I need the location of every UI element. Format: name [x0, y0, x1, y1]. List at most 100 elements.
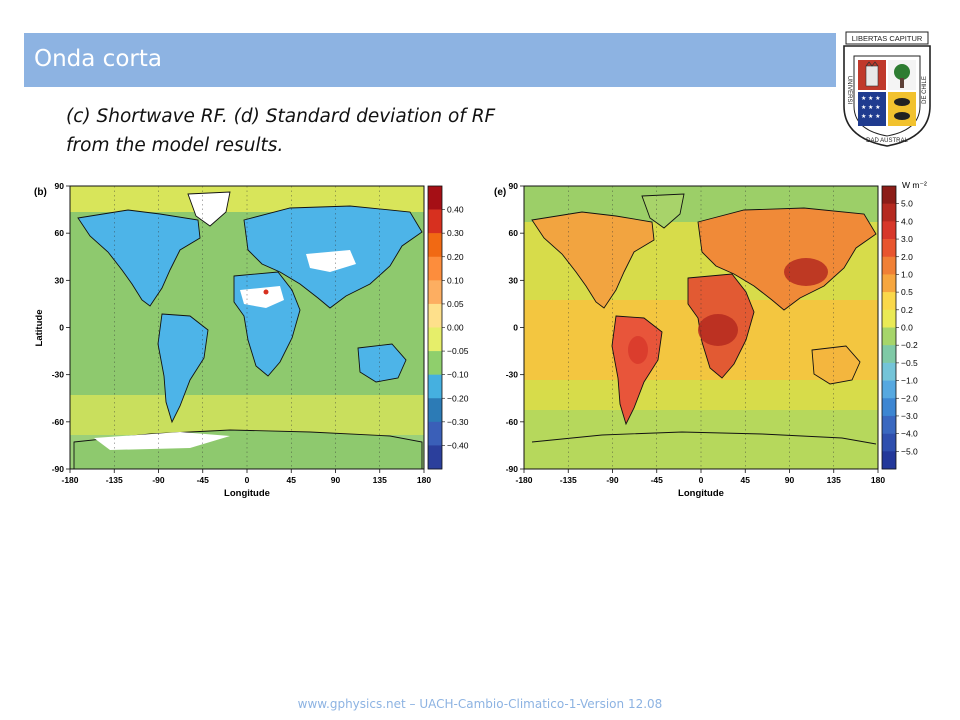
x-tick-label: -45	[197, 475, 210, 485]
colorbar-label: −1.0	[901, 376, 918, 386]
colorbar: 0.40 0.30 0.20 0.10 0.05 0.00 −0.05 −0.10 −0.20 −…	[427, 185, 469, 470]
colorbar-label: 5.0	[901, 199, 913, 209]
colorbar-swatch	[428, 256, 442, 281]
colorbar-label: 0.40	[447, 205, 464, 215]
y-tick-label: -60	[506, 417, 519, 427]
colorbar-label: 2.0	[901, 252, 913, 262]
colorbar-swatch	[882, 221, 896, 240]
south-america-hotspot	[628, 336, 648, 364]
x-ticks: -180 -135 -90 -45 0 45 90 135 180	[515, 186, 885, 485]
logo-ring-text-right: DE CHILE	[922, 76, 928, 104]
y-tick-label: 0	[59, 323, 64, 333]
europe-asia	[697, 207, 877, 311]
south-america	[157, 313, 209, 424]
southern-ocean-band	[70, 395, 424, 435]
colorbar: 5.0 4.0 3.0 2.0 1.0 0.5 0.2 0.0 −0.2 −0.5 −1.0 −2.0…	[881, 185, 918, 470]
y-tick-label: 60	[55, 228, 65, 238]
colorbar-swatch	[882, 345, 896, 364]
colorbar-swatch	[882, 380, 896, 399]
y-tick-label: -30	[506, 370, 519, 380]
map-panel-b: (b) -180 -135 -90 -45 0 45 90 135 180 90 60 30 0 -30…	[34, 181, 469, 498]
university-shield-icon: ★ ★ ★ ★ ★ ★ ★ ★ ★	[843, 45, 931, 147]
y-tick-label: 30	[55, 275, 65, 285]
x-tick-label: 45	[287, 475, 297, 485]
colorbar-swatch	[428, 280, 442, 305]
x-tick-label: 90	[785, 475, 795, 485]
greenland	[187, 191, 231, 227]
y-ticks: 90 60 30 0 -30 -60 -90	[52, 181, 70, 474]
y-tick-label: 90	[509, 181, 519, 191]
colorbar-label: −3.0	[901, 411, 918, 421]
svg-text:★ ★ ★: ★ ★ ★	[861, 113, 880, 120]
greenland	[641, 193, 685, 229]
colorbar-swatch	[882, 451, 896, 470]
colorbar-label: −0.20	[447, 393, 469, 403]
university-logo: ★ ★ ★ ★ ★ ★ ★ ★ ★ LIBERTAS CAPITUR UNIVE…	[843, 31, 931, 147]
colorbar-swatch	[428, 186, 442, 210]
x-tick-label: -180	[515, 475, 532, 485]
africa-hotspot	[698, 314, 738, 346]
logo-banner-text: LIBERTAS CAPITUR	[852, 34, 923, 43]
antarctic-white	[94, 432, 230, 450]
x-tick-label: 90	[331, 475, 341, 485]
australia	[357, 343, 407, 383]
colorbar-swatch	[882, 256, 896, 275]
x-tick-label: -90	[152, 475, 165, 485]
asia-white	[306, 250, 356, 272]
colorbar-swatch	[882, 239, 896, 258]
colorbar-label: −0.10	[447, 370, 469, 380]
colorbar-swatch	[428, 374, 442, 399]
colorbar-label: −5.0	[901, 446, 918, 456]
colorbar-label: 3.0	[901, 234, 913, 244]
colorbar-swatch	[882, 292, 896, 311]
colorbar-label: 0.2	[901, 305, 913, 315]
colorbar-swatch	[882, 203, 896, 222]
colorbar-swatch	[882, 309, 896, 328]
caption-line-2: from the model results.	[66, 135, 284, 156]
antarctica-coast	[531, 431, 877, 445]
colorbar-label: 0.0	[901, 323, 913, 333]
y-tick-label: -90	[506, 464, 519, 474]
x-tick-label: -90	[606, 475, 619, 485]
x-tick-label: 45	[741, 475, 751, 485]
y-tick-label: 0	[513, 323, 518, 333]
map-field	[524, 186, 878, 469]
sahara-white	[240, 286, 284, 308]
title-bar: Onda corta	[24, 33, 836, 87]
north-america	[531, 211, 655, 309]
panel-label: (e)	[494, 187, 506, 198]
slide-title: Onda corta	[34, 46, 162, 72]
x-tick-label: 180	[871, 475, 885, 485]
svg-text:★ ★ ★: ★ ★ ★	[861, 104, 880, 111]
caption: (c) Shortwave RF. (d) Standard deviation…	[66, 102, 536, 160]
x-tick-label: -135	[560, 475, 577, 485]
y-tick-label: 30	[509, 275, 519, 285]
colorbar-swatch	[428, 421, 442, 446]
north-america	[77, 209, 201, 307]
colorbar-swatch	[428, 233, 442, 258]
colorbar-unit: W m⁻²	[902, 180, 927, 190]
colorbar-label: 0.30	[447, 228, 464, 238]
logo-ring-text-bottom: DAD AUSTRAL	[866, 138, 908, 144]
y-tick-label: -60	[52, 417, 65, 427]
y-tick-label: 90	[55, 181, 65, 191]
colorbar-label: −0.30	[447, 417, 469, 427]
logo-ring-text-left: UNIVERSI	[846, 76, 852, 105]
australia	[811, 345, 861, 385]
footer: www.gphysics.net – UACH-Cambio-Climatico…	[297, 697, 663, 711]
colorbar-label: 1.0	[901, 269, 913, 279]
x-tick-label: -45	[651, 475, 664, 485]
colorbar-swatch	[428, 209, 442, 234]
colorbar-label: 4.0	[901, 216, 913, 226]
colorbar-label: 0.00	[447, 323, 464, 333]
panel-label: (b)	[34, 187, 47, 198]
map-field	[70, 186, 424, 469]
x-tick-label: 135	[373, 475, 387, 485]
colorbar-swatch	[882, 433, 896, 452]
hotspot-marker	[263, 289, 269, 295]
y-tick-label: -30	[52, 370, 65, 380]
colorbar-label: −4.0	[901, 429, 918, 439]
asia-hotspot	[784, 258, 828, 286]
x-ticks: -180 -135 -90 -45 0 45 90 135 180	[61, 186, 431, 485]
y-tick-label: -90	[52, 464, 65, 474]
